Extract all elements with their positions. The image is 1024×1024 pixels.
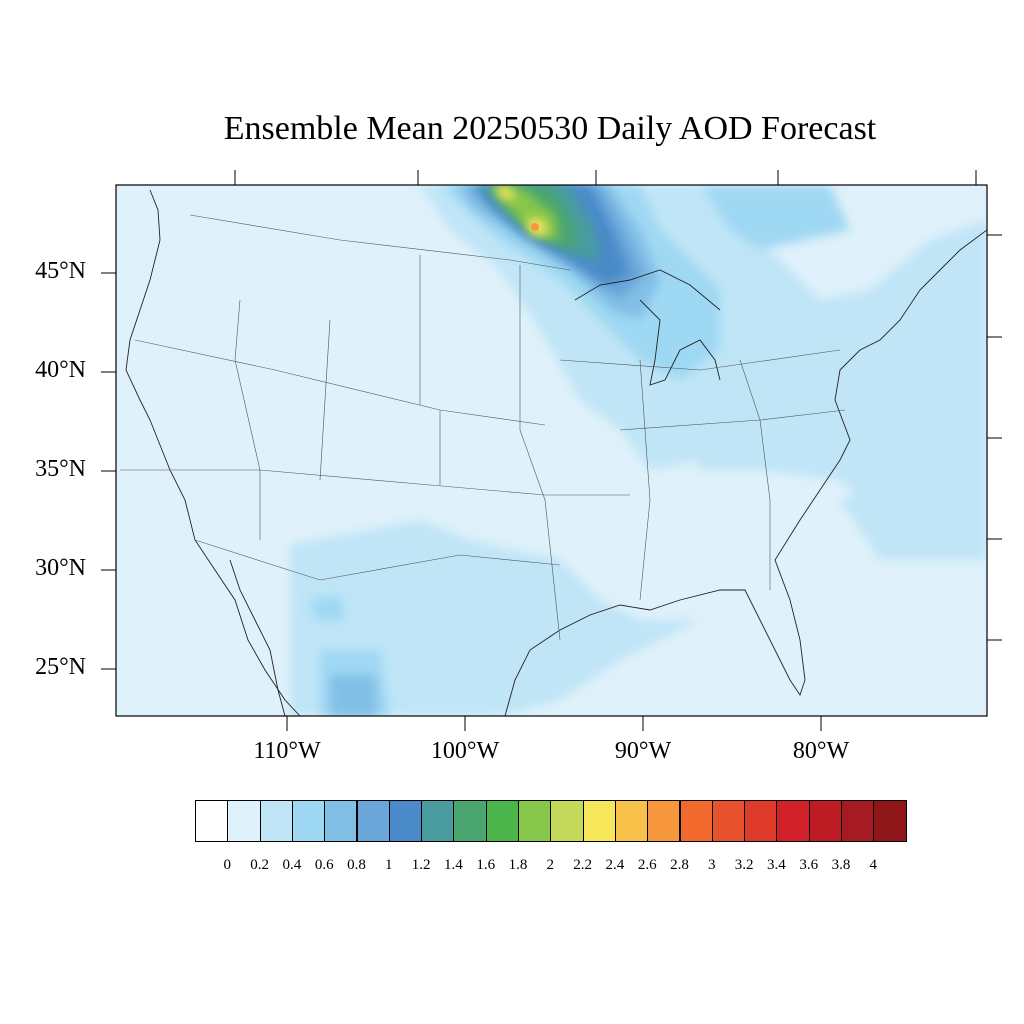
- aod-peak: [531, 223, 539, 231]
- colorbar-box: [582, 800, 616, 842]
- lon-label-100w: 100°W: [430, 738, 500, 764]
- colorbar-box: [873, 800, 907, 842]
- lat-label-45: 45°N: [35, 258, 86, 284]
- coastlines: [125, 189, 987, 716]
- colorbar-box: [485, 800, 519, 842]
- colorbar-box: [227, 800, 261, 842]
- colorbar-tick-label: 1.2: [411, 857, 431, 873]
- lat-label-40: 40°N: [35, 357, 86, 383]
- colorbar-tick-label: 0: [223, 857, 232, 873]
- colorbar-box: [324, 800, 358, 842]
- colorbar-tick-label: 3.8: [831, 857, 851, 873]
- colorbar-box: [195, 800, 229, 842]
- colorbar-tick-label: 2.4: [605, 857, 625, 873]
- colorbar-tick-label: 0.6: [314, 857, 334, 873]
- colorbar-tick-label: 3: [708, 857, 716, 873]
- colorbar-box: [744, 800, 778, 842]
- colorbar-box: [453, 800, 487, 842]
- colorbar-tick-label: 3.2: [734, 857, 754, 873]
- axis-ticks: [101, 170, 1002, 731]
- aod-field: [116, 185, 987, 716]
- colorbar-tick-label: 0.8: [347, 857, 366, 873]
- colorbar-box: [679, 800, 713, 842]
- colorbar-tick-label: 3.4: [767, 857, 786, 873]
- lon-label-80w: 80°W: [792, 738, 850, 764]
- political-borders: [120, 214, 846, 641]
- lon-label-90w: 90°W: [614, 738, 672, 764]
- lat-label-25: 25°N: [35, 654, 86, 680]
- colorbar-tick-label: 1.8: [508, 857, 528, 873]
- colorbar-box: [421, 800, 455, 842]
- colorbar-tick-label: 0.4: [282, 857, 302, 873]
- colorbar-tick-label: 1.6: [476, 857, 496, 873]
- colorbar-tick-label: 1.4: [444, 857, 463, 873]
- colorbar-tick-label: 0.2: [250, 857, 269, 873]
- colorbar-box: [776, 800, 810, 842]
- colorbar-tick-label: 3.6: [799, 857, 819, 873]
- colorbar-tick-label: 2.8: [670, 857, 689, 873]
- colorbar-tick-label: 2: [546, 857, 555, 873]
- colorbar-box: [259, 800, 293, 842]
- colorbar-tick-label: 2.6: [637, 857, 657, 873]
- colorbar-box: [518, 800, 552, 842]
- lat-label-35: 35°N: [35, 456, 86, 482]
- colorbar-tick-label: 4: [869, 857, 878, 873]
- lon-label-110w: 110°W: [253, 738, 321, 764]
- map-frame: [115, 184, 988, 717]
- lat-label-30: 30°N: [35, 555, 86, 581]
- colorbar-box: [841, 800, 875, 842]
- colorbar-box: [388, 800, 423, 842]
- colorbar-box: [356, 800, 390, 842]
- colorbar-box: [614, 800, 649, 842]
- colorbar-box: [647, 800, 681, 842]
- colorbar-box: [711, 800, 746, 842]
- colorbar-box: [808, 800, 842, 842]
- colorbar-box: [291, 800, 326, 842]
- colorbar-box: [550, 800, 584, 842]
- map-title: Ensemble Mean 20250530 Daily AOD Forecas…: [223, 110, 877, 147]
- colorbar-tick-label: 1: [385, 857, 393, 873]
- colorbar-tick-label: 2.2: [573, 857, 592, 873]
